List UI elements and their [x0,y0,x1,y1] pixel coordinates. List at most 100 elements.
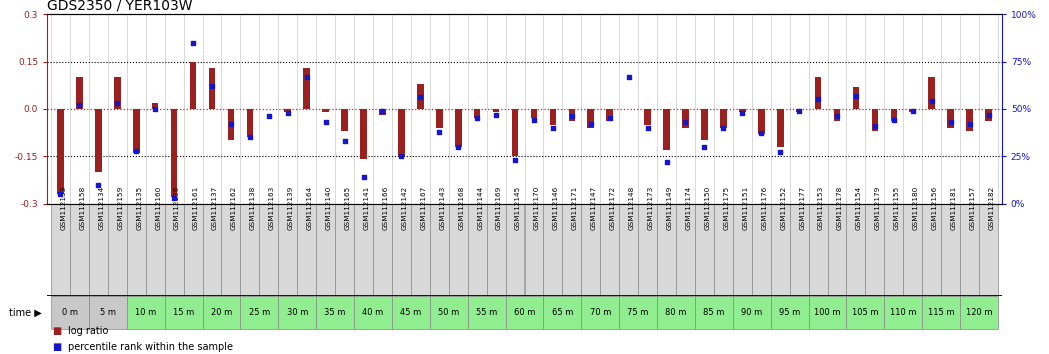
Text: GSM112155: GSM112155 [894,186,900,230]
Bar [202,296,240,329]
Point [923,98,940,104]
Bar [714,204,733,296]
Text: GSM112164: GSM112164 [306,186,313,230]
Bar [531,109,537,118]
Bar [891,109,897,121]
Point [620,74,637,80]
Text: GSM112152: GSM112152 [780,186,786,230]
Bar [108,204,127,296]
Text: 40 m: 40 m [362,308,384,317]
Bar [941,204,960,296]
Text: 120 m: 120 m [966,308,992,317]
Point [563,114,580,119]
Text: GSM112170: GSM112170 [534,186,540,230]
Text: GDS2350 / YER103W: GDS2350 / YER103W [47,0,193,13]
Point [241,135,258,140]
Point [526,118,542,123]
Text: GSM112166: GSM112166 [383,186,388,230]
Bar [355,204,373,296]
Bar [487,204,506,296]
Text: GSM112177: GSM112177 [799,186,806,230]
Bar [682,109,689,128]
Text: GSM112168: GSM112168 [458,186,465,230]
Bar [468,296,506,329]
Bar [51,296,89,329]
Text: 100 m: 100 m [814,308,841,317]
Point [222,121,239,127]
Text: GSM112174: GSM112174 [685,186,691,230]
Bar [790,204,809,296]
Text: GSM112134: GSM112134 [99,186,104,230]
Text: 80 m: 80 m [665,308,687,317]
Bar [335,204,354,296]
Bar [828,204,847,296]
Point [810,97,827,102]
Text: GSM112140: GSM112140 [325,186,331,230]
Text: GSM112146: GSM112146 [553,186,559,230]
Bar [303,68,311,109]
Point [829,114,845,119]
Bar [278,296,316,329]
Text: GSM112149: GSM112149 [666,186,672,230]
Bar [392,204,411,296]
Bar [240,204,259,296]
Bar [202,204,221,296]
Text: GSM112148: GSM112148 [628,186,635,230]
Text: GSM112156: GSM112156 [932,186,938,230]
Bar [297,204,316,296]
Bar [316,296,354,329]
Bar [928,77,935,109]
Bar [209,68,215,109]
Text: GSM112167: GSM112167 [421,186,426,230]
Text: 75 m: 75 m [627,308,649,317]
Bar [341,109,348,131]
Bar [581,296,619,329]
Bar [663,109,670,150]
Text: GSM112139: GSM112139 [287,186,294,230]
Text: 60 m: 60 m [514,308,535,317]
Point [904,108,921,114]
Text: GSM112165: GSM112165 [344,186,350,230]
Bar [847,204,865,296]
Bar [758,109,765,134]
Bar [884,204,903,296]
Bar [430,296,468,329]
Text: 30 m: 30 m [286,308,308,317]
Text: 25 m: 25 m [249,308,270,317]
Bar [796,109,802,112]
Bar [960,204,979,296]
Bar [884,296,922,329]
Bar [865,204,884,296]
Point [697,144,713,149]
Bar [562,204,581,296]
Bar [600,204,619,296]
Text: GSM112159: GSM112159 [117,186,124,230]
Bar [449,204,468,296]
Text: 45 m: 45 m [401,308,422,317]
Text: GSM112151: GSM112151 [743,186,748,230]
Bar [676,204,694,296]
Point [356,174,372,180]
Point [848,93,864,98]
Point [204,83,220,89]
Bar [468,204,487,296]
Text: 105 m: 105 m [852,308,879,317]
Text: GSM112161: GSM112161 [193,186,199,230]
Bar [809,204,828,296]
Point [412,95,429,100]
Bar [57,109,64,194]
Bar [228,109,234,141]
Bar [777,109,784,147]
Bar [550,109,556,125]
Point [90,182,107,188]
Point [147,106,164,112]
Bar [543,204,562,296]
Bar [587,109,594,128]
Text: GSM112180: GSM112180 [913,186,919,230]
Text: 20 m: 20 m [211,308,232,317]
Text: GSM112172: GSM112172 [609,186,616,230]
Bar [127,204,146,296]
Bar [979,204,998,296]
Text: GSM112143: GSM112143 [440,186,445,230]
Bar [809,296,847,329]
